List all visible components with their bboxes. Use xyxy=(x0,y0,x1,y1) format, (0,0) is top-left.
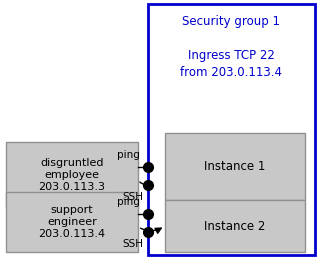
Text: SSH: SSH xyxy=(122,239,143,249)
Text: Instance 1: Instance 1 xyxy=(204,160,266,173)
Text: ping: ping xyxy=(117,150,140,160)
Text: Instance 2: Instance 2 xyxy=(204,219,266,233)
Text: Security group 1: Security group 1 xyxy=(182,16,280,28)
Text: disgruntled
employee
203.0.113.3: disgruntled employee 203.0.113.3 xyxy=(39,157,106,192)
FancyArrowPatch shape xyxy=(140,228,161,233)
Bar xyxy=(6,142,138,208)
FancyArrowPatch shape xyxy=(140,182,145,185)
Bar xyxy=(165,200,305,252)
Bar xyxy=(148,4,315,255)
Text: Ingress TCP 22
from 203.0.113.4: Ingress TCP 22 from 203.0.113.4 xyxy=(181,48,283,80)
Bar xyxy=(165,133,305,200)
Text: support
engineer
203.0.113.4: support engineer 203.0.113.4 xyxy=(38,205,106,239)
Text: ping: ping xyxy=(117,197,140,207)
Bar xyxy=(6,192,138,252)
Text: SSH: SSH xyxy=(122,192,143,202)
